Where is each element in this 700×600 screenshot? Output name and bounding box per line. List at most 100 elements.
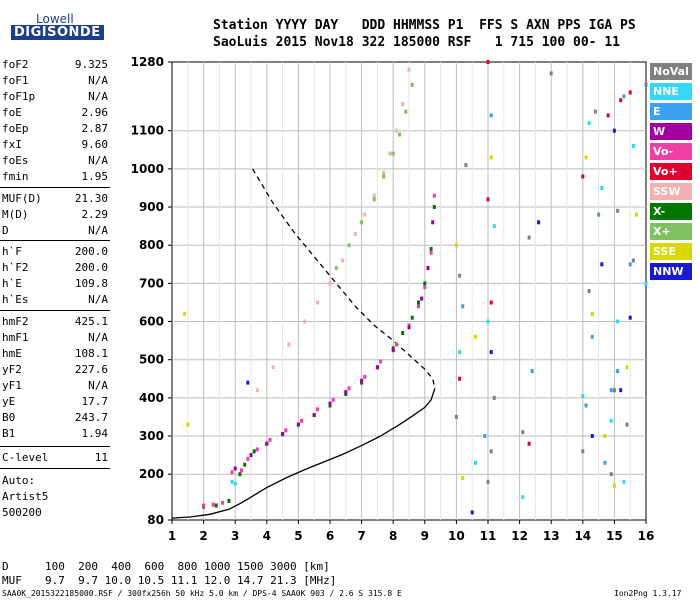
echo-point-sse xyxy=(625,365,629,370)
param-value: N/A xyxy=(88,90,108,103)
echo-point-e xyxy=(461,304,465,309)
echo-point-nne xyxy=(492,224,496,229)
x-tick-label: 3 xyxy=(231,529,239,543)
echo-point-w xyxy=(328,401,332,406)
echo-point-ssw xyxy=(328,281,332,286)
echo-point-noval xyxy=(464,163,468,168)
param-value: 1.94 xyxy=(81,427,109,440)
distance-label: D xyxy=(2,560,9,573)
legend-item: NNW xyxy=(650,263,692,280)
echo-point-noval xyxy=(587,289,591,293)
echo-point-noval xyxy=(644,82,648,87)
echo-point-noval xyxy=(486,479,490,484)
echo-point-x xyxy=(398,132,401,137)
echo-point-ssw xyxy=(341,258,345,263)
param-label: foF1 xyxy=(2,74,29,87)
y-tick-label: 300 xyxy=(139,429,164,443)
x-tick-label: 11 xyxy=(480,529,497,543)
param-label: B0 xyxy=(2,411,16,424)
echo-point-e xyxy=(603,460,607,465)
echo-point-ssw xyxy=(287,342,291,347)
y-tick-label: 600 xyxy=(139,315,164,329)
echo-point-noval xyxy=(454,414,458,419)
echo-point-vo xyxy=(230,470,234,475)
x-tick-label: 16 xyxy=(638,529,655,543)
echo-point-ssw xyxy=(372,193,376,198)
echo-point-w xyxy=(344,390,348,395)
param-value: N/A xyxy=(88,293,108,306)
echo-point-nne xyxy=(600,185,604,190)
autoscaler-name: Artist5 xyxy=(2,490,49,503)
legend-item: W xyxy=(650,123,692,140)
echo-point-nnw xyxy=(489,350,493,355)
echo-point-e xyxy=(489,113,493,118)
echo-point-vo xyxy=(527,441,531,446)
echo-point-ssw xyxy=(388,151,392,156)
echo-point-sse xyxy=(461,476,465,480)
echo-point-vo xyxy=(202,503,206,508)
profile-curve xyxy=(171,388,436,519)
param-label: D xyxy=(2,224,9,237)
x-tick-label: 9 xyxy=(421,529,429,543)
muf-values: 9.7 9.7 10.0 10.5 11.1 12.0 14.7 21.3 [M… xyxy=(45,574,337,587)
echo-point-nnw xyxy=(246,380,250,385)
echo-point-vo xyxy=(628,90,632,95)
legend-item: SSW xyxy=(650,183,692,200)
param-divider xyxy=(0,446,110,447)
echo-point-x xyxy=(334,266,338,271)
autoscaler-code: 500200 xyxy=(2,506,42,519)
echo-point-vo xyxy=(486,197,490,202)
echo-point-e xyxy=(616,369,620,374)
echo-point-vo xyxy=(486,60,490,64)
echo-point-sse xyxy=(489,155,493,160)
echo-point-nne xyxy=(622,479,626,484)
echo-point-w xyxy=(391,348,395,353)
echo-point-ssw xyxy=(382,170,386,175)
y-tick-label: 400 xyxy=(139,391,164,405)
echo-point-x xyxy=(214,503,218,508)
echo-point-nnw xyxy=(600,262,604,267)
echo-point-nne xyxy=(581,394,585,398)
echo-point-nne xyxy=(616,319,620,324)
echo-point-x xyxy=(243,462,247,467)
echo-point-nne xyxy=(458,350,462,355)
param-label: MUF(D) xyxy=(2,192,42,205)
echo-point-nne xyxy=(486,319,490,324)
muf-label: MUF xyxy=(2,574,22,587)
param-value: 2.96 xyxy=(81,106,109,119)
echo-point-w xyxy=(296,422,300,427)
echo-point-x xyxy=(410,315,414,320)
param-label: yE xyxy=(2,395,16,408)
echo-point-w xyxy=(249,453,253,458)
param-value: N/A xyxy=(88,154,108,167)
auto-label: Auto: xyxy=(2,474,36,487)
echo-point-sse xyxy=(635,212,638,217)
echo-point-nne xyxy=(473,460,477,465)
legend-item: X+ xyxy=(650,223,692,240)
echo-point-vo xyxy=(300,418,304,423)
param-value: 425.1 xyxy=(74,315,108,328)
param-value: 9.325 xyxy=(74,58,108,71)
echo-point-x xyxy=(410,82,414,87)
echo-point-vo xyxy=(458,376,462,381)
echo-point-noval xyxy=(458,273,462,278)
echo-point-noval xyxy=(612,388,616,393)
echo-point-w xyxy=(281,432,285,437)
echo-point-nne xyxy=(230,479,234,484)
echo-point-vo xyxy=(581,174,585,179)
param-label: foEs xyxy=(2,154,29,167)
echo-point-noval xyxy=(616,208,620,213)
echo-point-x xyxy=(417,300,420,305)
echo-point-e xyxy=(584,403,588,408)
echo-point-vo xyxy=(221,500,225,505)
echo-point-x xyxy=(429,247,433,251)
echo-point-w xyxy=(407,325,411,330)
y-tick-label: 1100 xyxy=(131,124,164,138)
echo-point-ssw xyxy=(303,319,307,324)
echo-point-vo xyxy=(315,407,319,412)
param-label: h`F2 xyxy=(2,261,29,274)
echo-point-sse xyxy=(603,434,607,438)
x-tick-label: 7 xyxy=(357,529,365,543)
echo-point-ssw xyxy=(363,212,367,217)
